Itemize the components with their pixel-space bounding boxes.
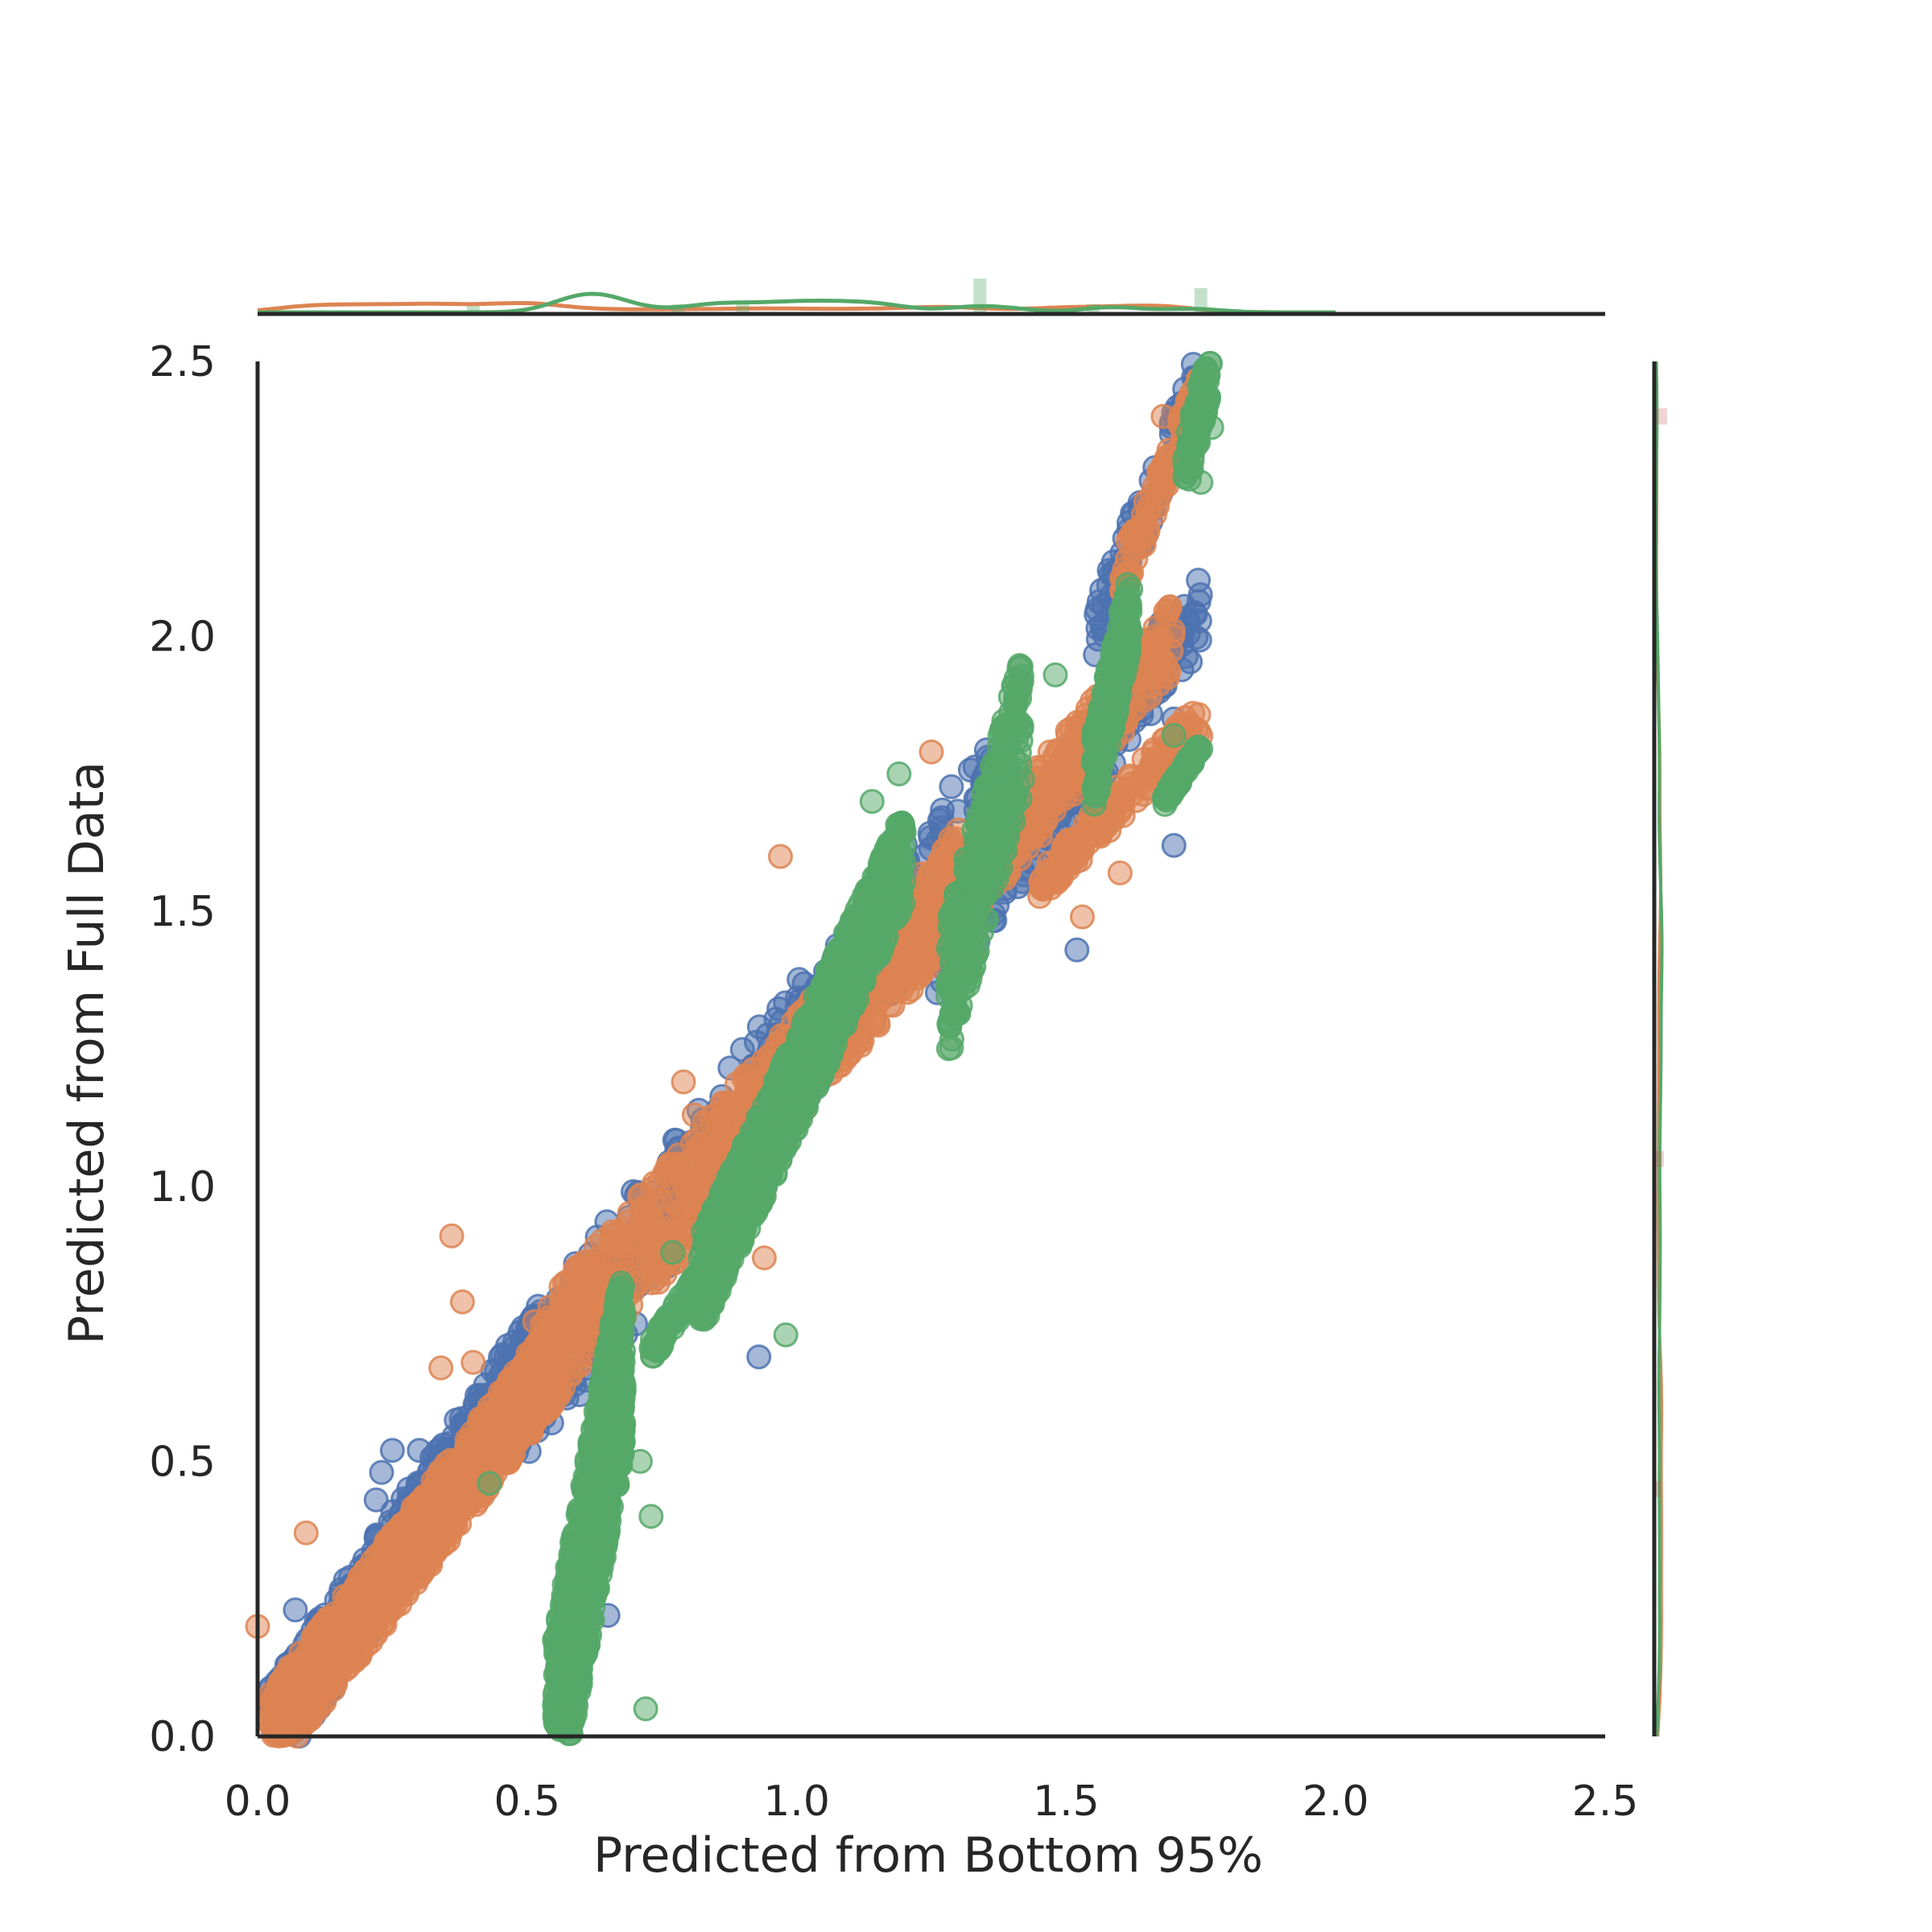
scatter-point xyxy=(363,1487,389,1513)
scatter-point xyxy=(428,1355,454,1381)
scatter-point xyxy=(379,1438,405,1463)
scatter-point xyxy=(1050,844,1075,870)
scatter-point xyxy=(1042,798,1067,824)
scatter-point xyxy=(535,1322,561,1348)
scatter-point xyxy=(572,1309,597,1335)
scatter-point xyxy=(939,774,964,799)
scatter-point xyxy=(295,1646,320,1672)
scatter-point xyxy=(675,1191,701,1216)
top-histogram-bar xyxy=(466,306,480,312)
scatter-point xyxy=(570,1503,596,1529)
scatter-point xyxy=(1107,860,1133,886)
scatter-point xyxy=(1142,502,1168,527)
scatter-point xyxy=(681,1102,707,1128)
scatter-point xyxy=(768,844,793,869)
scatter-point xyxy=(601,1348,627,1373)
scatter-points xyxy=(245,350,1224,1749)
right-histogram-bar xyxy=(1656,408,1667,425)
scatter-point xyxy=(1182,600,1208,625)
right-kde-line xyxy=(1654,361,1664,1737)
top-marginal-distribution xyxy=(257,279,1336,315)
right-histogram-bar xyxy=(1656,1150,1664,1167)
scatter-point xyxy=(913,947,939,973)
scatter-point xyxy=(525,1396,551,1422)
scatter-point xyxy=(723,1093,749,1119)
scatter-point xyxy=(693,1159,719,1185)
scatter-point xyxy=(427,1480,452,1505)
scatter-point xyxy=(557,1664,583,1690)
scatter-point xyxy=(1161,832,1187,858)
scatter-point xyxy=(407,1438,432,1463)
scatter-point xyxy=(402,1529,427,1554)
scatter-point xyxy=(1064,937,1090,963)
scatter-point xyxy=(1145,639,1170,665)
top-histogram-bar xyxy=(1086,304,1100,312)
scatter-point xyxy=(577,1429,603,1455)
scatter-point xyxy=(329,1627,355,1653)
right-histogram-bar xyxy=(1656,1480,1661,1497)
scatter-point xyxy=(293,1520,319,1546)
scatter-point xyxy=(399,1500,425,1525)
top-kde-line xyxy=(257,301,1336,315)
scatter-point xyxy=(746,1344,772,1370)
scatter-point xyxy=(687,1133,712,1158)
scatter-point xyxy=(484,1424,510,1450)
scatter-point xyxy=(610,1393,635,1419)
scatter-point xyxy=(460,1349,486,1375)
scatter-point xyxy=(283,1597,308,1623)
scatter-point xyxy=(610,1369,636,1395)
top-histogram-bar xyxy=(973,279,987,312)
scatter-point xyxy=(493,1377,518,1402)
scatter-point xyxy=(671,1069,696,1095)
scatter-point xyxy=(556,1334,582,1360)
scatter-point xyxy=(1153,599,1179,625)
right-marginal-distribution xyxy=(1654,361,1667,1737)
scatter-point xyxy=(644,1332,670,1358)
scatter-point xyxy=(1137,683,1163,709)
top-histogram-bar xyxy=(1194,288,1208,312)
scatter-point xyxy=(919,739,944,765)
top-histogram-bar xyxy=(736,301,749,312)
scatter-point xyxy=(667,1284,693,1310)
scatter-point xyxy=(1022,822,1047,848)
scatter-point xyxy=(436,1518,462,1544)
scatter-point xyxy=(555,1564,580,1590)
scatter-point xyxy=(1150,469,1176,495)
top-histogram-bar xyxy=(671,304,685,312)
scatter-point xyxy=(558,1638,583,1664)
scatter-point xyxy=(449,1289,475,1315)
scatter-point xyxy=(595,1503,621,1529)
scatter-point xyxy=(658,1152,683,1178)
scatter-point xyxy=(861,1005,887,1031)
scatter-point xyxy=(575,1249,601,1275)
scatter-point xyxy=(1051,761,1077,786)
scatter-point xyxy=(1150,403,1176,429)
scatter-point xyxy=(523,1353,549,1379)
scatter-point xyxy=(332,1657,357,1683)
scatter-point xyxy=(1070,904,1095,930)
scatter-point xyxy=(653,1208,679,1233)
scatter-point xyxy=(751,1245,777,1271)
scatter-point xyxy=(369,1459,394,1485)
scatter-point xyxy=(604,1286,630,1311)
scatter-point xyxy=(486,1399,512,1425)
scatter-point xyxy=(601,1321,627,1346)
scatter-point xyxy=(580,1530,606,1555)
scatter-point xyxy=(1124,527,1149,553)
scatter-point xyxy=(576,1473,601,1498)
scatter-point xyxy=(615,1209,641,1235)
scatter-point xyxy=(543,1703,569,1728)
scatter-point xyxy=(397,1552,423,1577)
scatter-point xyxy=(296,1697,321,1723)
scatter-point xyxy=(1113,777,1137,803)
scatter-point xyxy=(439,1223,464,1249)
